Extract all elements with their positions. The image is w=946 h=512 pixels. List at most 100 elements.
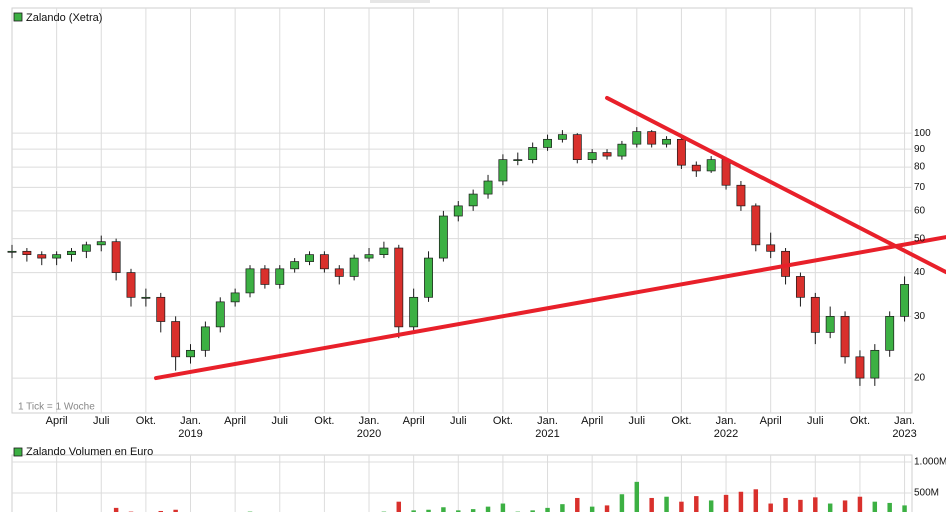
volume-bar: [113, 507, 119, 512]
candle-body: [751, 205, 761, 246]
trend-line: [605, 95, 946, 275]
x-tick-label: April: [403, 415, 425, 427]
candle-body: [602, 152, 612, 157]
volume-bar: [694, 496, 699, 512]
x-tick-label: Jan.: [716, 415, 737, 427]
candle-body: [260, 268, 270, 285]
candle-body: [900, 284, 910, 317]
candle-body: [736, 184, 746, 207]
volume-bar: [872, 501, 878, 512]
candle-body: [96, 241, 106, 246]
volume-bar: [842, 500, 848, 512]
volume-bar: [411, 510, 416, 512]
volume-bar: [768, 503, 773, 512]
candle-body: [691, 164, 701, 172]
y-tick-label: 80: [914, 162, 926, 173]
candle-body: [156, 296, 166, 322]
candle-body: [572, 134, 582, 161]
candle-body: [766, 244, 776, 252]
candle-body: [424, 257, 433, 298]
volume-bar: [827, 503, 833, 512]
y-tick-label: 50: [914, 233, 926, 244]
top-tab: [370, 0, 430, 3]
volume-bar: [783, 497, 788, 512]
x-tick-label: April: [581, 415, 603, 427]
candle-body: [870, 349, 880, 379]
candle-body: [795, 276, 805, 298]
volume-bar: [649, 497, 654, 512]
volume-panel: [11, 454, 913, 512]
tick-note: 1 Tick = 1 Woche: [18, 402, 95, 413]
candle-body: [840, 316, 850, 358]
x-tick-label: Okt.: [136, 415, 156, 427]
x-year-label: 2022: [714, 428, 738, 440]
x-tick-label: Jan.: [894, 415, 915, 427]
volume-bar: [560, 504, 565, 512]
candle-body: [37, 254, 47, 259]
x-tick-label: Okt.: [671, 415, 691, 427]
candle-body: [52, 254, 62, 259]
x-year-label: 2019: [178, 428, 202, 440]
candle-body: [528, 147, 538, 161]
x-tick-label: Juli: [272, 415, 289, 427]
candle-body: [200, 326, 210, 351]
x-tick-label: Jan.: [180, 415, 201, 427]
legend-label: Zalando (Xetra): [26, 12, 102, 24]
candle-body: [319, 254, 329, 270]
x-tick-label: April: [224, 415, 246, 427]
candle-body: [662, 138, 671, 145]
x-year-label: 2020: [357, 428, 381, 440]
y-tick-label: 90: [914, 144, 926, 155]
candle-body: [885, 316, 895, 351]
candle-body: [364, 254, 374, 259]
candle-body: [22, 250, 32, 256]
candle-body: [394, 247, 404, 328]
x-tick-label: April: [46, 415, 68, 427]
candle-body: [706, 159, 716, 172]
volume-bar: [619, 494, 625, 512]
candle-body: [290, 261, 300, 270]
text-layer: Zalando (Xetra) 1 Tick = 1 Woche Zalando…: [13, 12, 946, 499]
candle-body: [349, 257, 359, 277]
volume-bar: [441, 507, 446, 512]
line-layer: [154, 95, 946, 381]
candle-body: [275, 268, 285, 285]
x-tick-label: Jan.: [537, 415, 558, 427]
volume-bar: [396, 501, 402, 512]
y-tick-label: 60: [914, 206, 926, 217]
volume-bar: [857, 496, 863, 512]
volume-bar: [173, 509, 178, 512]
volume-bar: [798, 499, 803, 512]
volume-bar: [634, 481, 640, 512]
candle-body: [513, 159, 523, 161]
volume-bar: [158, 510, 163, 512]
volume-bar: [530, 510, 535, 512]
candle-body: [855, 356, 865, 379]
candle-body: [483, 180, 493, 195]
x-tick-label: Juli: [629, 415, 646, 427]
candle-body: [171, 321, 181, 358]
y-tick-label: 20: [914, 373, 926, 384]
x-year-label: 2023: [892, 428, 916, 440]
x-tick-label: Juli: [93, 415, 110, 427]
volume-bar: [470, 509, 476, 512]
candle-body: [111, 241, 121, 273]
candle-body: [810, 296, 820, 333]
candle-body: [409, 296, 419, 328]
candle-body: [543, 138, 552, 148]
volume-bar: [813, 497, 818, 512]
x-tick-label: April: [760, 415, 782, 427]
x-year-label: 2021: [535, 428, 559, 440]
candle-body: [245, 268, 255, 294]
candle-body: [825, 316, 835, 333]
candle-body: [305, 254, 314, 262]
legend-swatch: [13, 447, 23, 457]
volume-bar: [575, 497, 580, 512]
y-tick-label: 500M: [914, 488, 939, 499]
candle-body: [215, 301, 225, 328]
candle-body: [617, 143, 627, 157]
volume-bar: [738, 491, 744, 512]
candle-body: [141, 296, 151, 299]
volume-bar: [664, 496, 669, 512]
